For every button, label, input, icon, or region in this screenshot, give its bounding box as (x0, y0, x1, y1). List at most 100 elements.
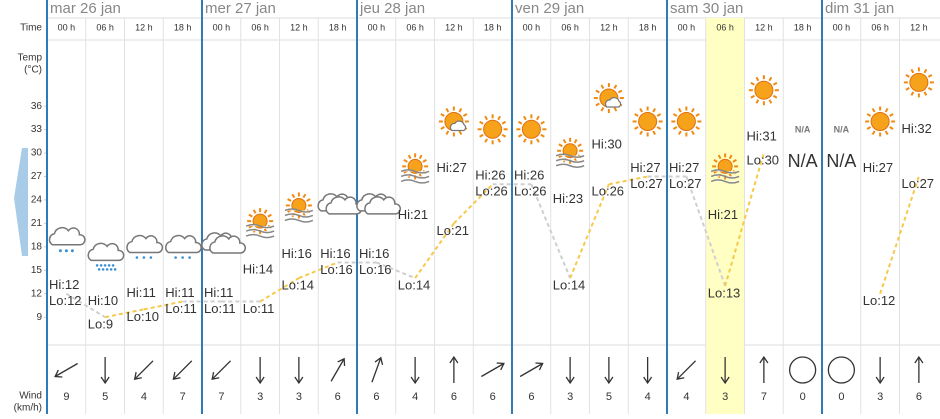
wind-head (565, 376, 575, 385)
fog-line (284, 218, 314, 223)
day-label: mer 27 jan (205, 0, 276, 17)
time-label: 06 h (716, 22, 734, 32)
sun-ray (910, 91, 915, 96)
sun-ray (479, 133, 484, 138)
wind-arrow (449, 355, 459, 383)
wind-speed: 3 (877, 391, 883, 403)
y-tick-label: 33 (31, 124, 43, 135)
wind-shaft (172, 360, 193, 380)
sun-disc (638, 111, 658, 131)
sun-ray (573, 138, 578, 144)
cloud (165, 234, 202, 254)
wind-arrow (410, 357, 420, 385)
lo-label: Lo:27 (630, 176, 663, 191)
sun-ray (695, 126, 700, 130)
sun-ray (458, 130, 463, 135)
sun-ray (540, 120, 545, 125)
small-cloud (449, 120, 467, 132)
scroll-left-arrow[interactable] (14, 148, 28, 256)
temp-curve-segment (724, 152, 765, 287)
sun-ray (656, 126, 662, 130)
wind-head (100, 376, 110, 385)
time-label: 12 h (445, 22, 463, 32)
wind-head (535, 362, 544, 371)
sun-ray (267, 213, 272, 218)
wind-speed: 4 (412, 391, 418, 403)
hi-label: Hi:16 (320, 246, 350, 261)
lo-label: Lo:16 (359, 262, 392, 277)
sun-disc (909, 72, 929, 92)
snow-dot (103, 264, 107, 267)
wind-arrow (875, 357, 885, 385)
time-label: 12 h (135, 22, 153, 32)
wind-arrow (172, 360, 193, 381)
lo-label: Lo:26 (475, 184, 508, 199)
wind-head (133, 371, 142, 381)
y-tick-label: 12 (31, 288, 43, 299)
wind-speed: 7 (180, 391, 186, 403)
y-tick-label: 30 (31, 148, 43, 159)
wind-head (914, 355, 924, 364)
time-label: 06 h (871, 22, 889, 32)
wind-arrow (133, 360, 154, 381)
rain-drop (58, 249, 62, 253)
sun-ray (634, 126, 639, 130)
sun-ray (306, 198, 311, 202)
wind-arrow (294, 357, 304, 385)
sun-ray (866, 113, 872, 117)
wind-head (676, 371, 685, 381)
wind-head (410, 376, 420, 385)
wind-head (255, 376, 265, 385)
snow-dot (99, 264, 103, 267)
wind-arrow (914, 355, 924, 383)
highlight-column (705, 18, 745, 414)
calm-wind (788, 356, 817, 384)
sun-ray (652, 130, 656, 135)
hi-label: Hi:31 (747, 129, 777, 144)
slot-fog-sun: Hi:21 Lo:13 3 (708, 153, 740, 403)
wind-head (875, 376, 885, 385)
wind-arrow (759, 355, 769, 383)
temp-curve-segment (259, 277, 300, 303)
wind-shaft (371, 357, 382, 383)
fog-line (400, 169, 430, 174)
sun-disc (754, 80, 774, 100)
sun-ray (517, 120, 523, 125)
slot-sun: Hi:32 Lo:27 6 (902, 67, 934, 403)
wind-speed: 6 (373, 391, 379, 403)
hi-label: Hi:30 (592, 136, 622, 151)
sun-ray (302, 193, 307, 199)
day-label: ven 29 jan (515, 0, 584, 17)
wind-shaft (481, 362, 505, 378)
slot-fog-sun: Hi:14 Lo:11 3 (243, 208, 275, 403)
wind-head (172, 371, 181, 381)
fog-line (284, 213, 314, 218)
time-label: 00 h (58, 22, 76, 32)
temp-curve-segment (453, 183, 494, 225)
sun-ray (479, 120, 484, 125)
sun-ray (407, 154, 412, 160)
sun-ray (501, 120, 507, 125)
sun-ray (403, 159, 408, 163)
time-label: 18 h (639, 22, 657, 32)
sun-ray (678, 107, 682, 113)
sun-ray (484, 138, 488, 143)
time-label: 12 h (755, 22, 773, 32)
sun-ray (910, 68, 915, 74)
slot-snow: Hi:10 Lo:9 5 (87, 242, 125, 403)
fog-line (555, 158, 585, 163)
snow-dot (111, 264, 115, 267)
hi-label: Hi:26 (475, 168, 505, 183)
drizzle-drop (142, 256, 146, 259)
sun-ray (263, 209, 268, 214)
sun-ray (497, 138, 501, 143)
snow-dot (113, 268, 117, 271)
wind-speed: 3 (257, 391, 263, 403)
sun-ray (884, 107, 889, 113)
sun-ray (755, 76, 760, 82)
sun-ray (728, 154, 733, 160)
temp-curve-segment (685, 176, 727, 287)
wind-arrow (100, 357, 110, 385)
